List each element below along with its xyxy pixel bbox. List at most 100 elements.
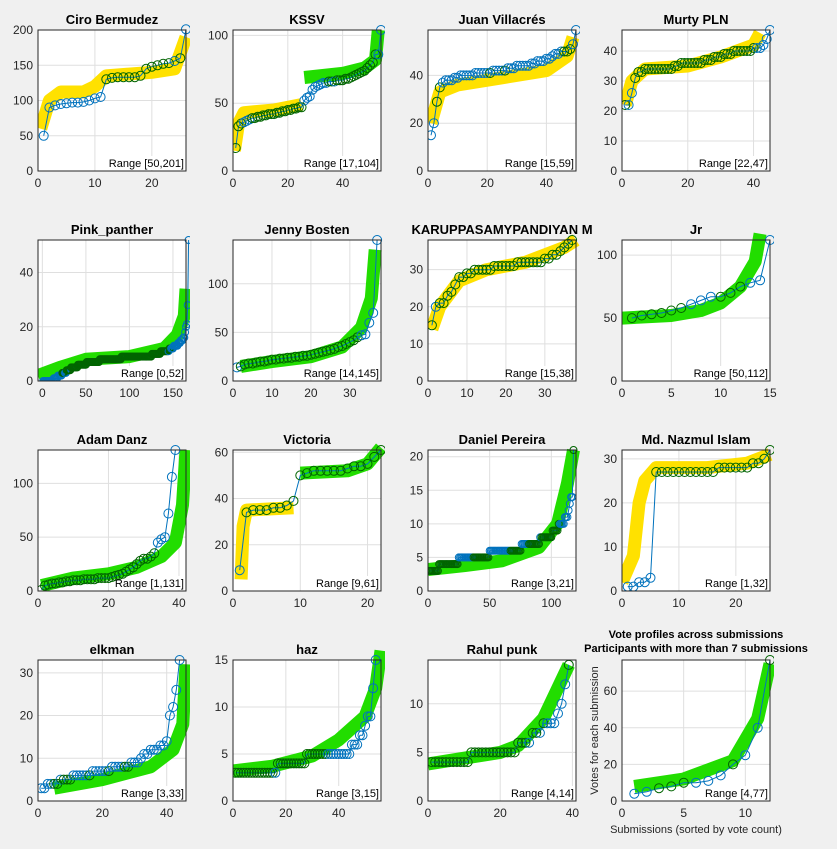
data-point [159, 532, 170, 543]
y-tick-label: 20 [410, 450, 424, 464]
series-line [235, 29, 382, 149]
data-point [643, 64, 654, 74]
data-point [654, 783, 664, 794]
data-point [315, 749, 326, 759]
data-point [44, 102, 55, 113]
x-tick-label: 10 [714, 386, 728, 400]
data-point [360, 329, 371, 340]
data-point [78, 770, 88, 781]
data-point [747, 458, 758, 469]
data-point [320, 749, 331, 759]
data-point [719, 49, 729, 59]
data-point [428, 320, 437, 331]
range-label-bg [128, 156, 185, 170]
data-point [68, 770, 79, 781]
data-point [304, 749, 315, 759]
data-point [296, 102, 307, 113]
axes-box [427, 29, 577, 172]
x-tick-label: 20 [279, 806, 293, 820]
data-point [334, 75, 345, 86]
data-point [265, 767, 275, 778]
y-tick-label: 0 [26, 794, 33, 808]
y-tick-label: 200 [13, 23, 33, 37]
data-point [491, 747, 502, 758]
data-point [633, 67, 644, 77]
data-point [181, 328, 190, 337]
data-point [341, 749, 352, 759]
data-point [271, 107, 282, 118]
data-point [452, 72, 463, 83]
range-label-bg [128, 786, 185, 800]
y-tick-label: 20 [604, 104, 618, 118]
data-point [171, 684, 182, 695]
data-point [462, 757, 473, 768]
y-tick-label: 0 [610, 584, 617, 598]
data-point [302, 92, 312, 103]
data-layer [38, 236, 190, 381]
x-tick-label: 10 [460, 386, 474, 400]
data-point [234, 565, 245, 576]
data-point [666, 64, 677, 74]
data-point [556, 46, 567, 57]
data-point [455, 757, 466, 768]
x-tick-label: 20 [304, 386, 318, 400]
data-point [346, 739, 357, 750]
data-point [243, 358, 254, 369]
data-point [553, 708, 563, 719]
data-point [131, 559, 142, 570]
data-point [71, 770, 82, 781]
chart-title: Victoria [283, 432, 331, 447]
y-tick-label: 30 [20, 666, 34, 680]
data-point [715, 291, 726, 302]
x-tick-label: 40 [332, 806, 346, 820]
x-tick-label: 20 [499, 386, 513, 400]
range-label-bg [323, 156, 380, 170]
data-point [556, 698, 567, 709]
data-point [742, 46, 752, 56]
data-point [745, 277, 756, 288]
data-point [359, 65, 370, 76]
data-point [695, 295, 706, 306]
range-label-bg [518, 576, 575, 590]
data-point [437, 757, 448, 768]
data-point [54, 577, 65, 588]
chart-title: Daniel Pereira [459, 432, 546, 447]
range-label-bg [712, 786, 769, 800]
data-point [299, 758, 310, 769]
data-point [761, 34, 772, 44]
x-tick-label: 20 [729, 596, 743, 610]
data-point [332, 75, 343, 86]
data-point [94, 766, 105, 777]
subplot-9: 0 10 20 0 20 40 60 Range [9,61] Victoria [215, 432, 385, 610]
data-point [254, 505, 265, 516]
y-tick-label: 0 [416, 164, 423, 178]
x-tick-label: 100 [119, 386, 139, 400]
data-point [488, 747, 498, 758]
data-point [702, 467, 713, 477]
range-label-bg [128, 576, 185, 590]
y-tick-label: 100 [13, 476, 33, 490]
data-layer [622, 25, 774, 110]
data-point [520, 737, 531, 748]
data-point [233, 767, 241, 778]
data-point [275, 758, 286, 769]
data-point [243, 767, 254, 778]
x-tick-label: 20 [96, 806, 110, 820]
data-point [551, 249, 562, 260]
data-point [263, 109, 274, 120]
data-point [164, 710, 175, 721]
data-point [543, 253, 554, 264]
data-point [703, 775, 714, 786]
chart-title: Md. Nazmul Islam [641, 432, 750, 447]
x-tick-label: 0 [230, 386, 237, 400]
data-point [247, 113, 258, 124]
data-point [163, 508, 174, 519]
data-point [640, 64, 650, 74]
data-point [252, 111, 263, 122]
plot-area [428, 660, 576, 801]
data-point [308, 465, 319, 476]
data-point [555, 246, 566, 257]
data-point [748, 43, 759, 53]
y-tick-label: 20 [215, 538, 229, 552]
